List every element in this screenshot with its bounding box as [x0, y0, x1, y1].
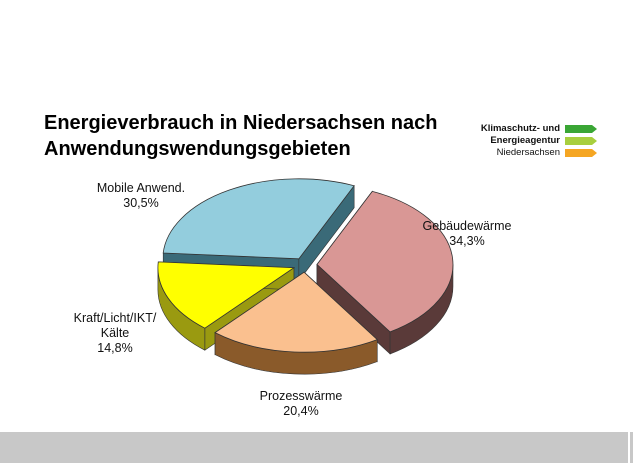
chart-title-line2: Anwendungswendungsgebieten: [44, 138, 351, 160]
logo-bar-orange: [565, 149, 597, 157]
chart-title-line1: Energieverbrauch in Niedersachsen nach: [44, 112, 438, 134]
slice-label-mobile-name: Mobile Anwend.: [96, 181, 186, 195]
slice-label-gebaeudewaerme-name: Gebäudewärme: [422, 219, 512, 233]
chart-title: Energieverbrauch in Niedersachsen nach A…: [44, 110, 438, 162]
logo-bar-lime: [565, 137, 597, 145]
footer-divider: [628, 432, 630, 463]
slice-label-kraft-licht-name1: Kraft/Licht/IKT/: [73, 311, 157, 325]
pie-slice-gebaeudewaerme: [316, 190, 454, 333]
pie-chart: Gebäudewärme 34,3% Prozesswärme 20,4% Kr…: [0, 165, 633, 435]
slice-label-kraft-licht: Kraft/Licht/IKT/ Kälte 14,8%: [55, 311, 175, 356]
slice-label-gebaeudewaerme: Gebäudewärme 34,3%: [412, 219, 522, 249]
logo-bar-green: [565, 125, 597, 133]
slice-label-kraft-licht-value: 14,8%: [97, 341, 133, 355]
pie-slice-prozesswaerme: [214, 271, 378, 353]
slice-label-gebaeudewaerme-value: 34,3%: [449, 234, 485, 248]
logo-line2: Energieagentur: [490, 135, 560, 146]
pie-slice-mobile: [162, 178, 355, 260]
logo-line3: Niedersachsen: [496, 147, 560, 158]
logo-line1: Klimaschutz- und: [480, 123, 560, 134]
pie-slice-kraft-licht: [157, 261, 296, 329]
footer-bar: [0, 432, 633, 463]
slice-label-prozesswaerme-name: Prozesswärme: [259, 389, 343, 403]
pie-chart-svg: [157, 178, 454, 375]
agency-logo: Klimaschutz- und Energieagentur Niedersa…: [470, 122, 610, 162]
slice-label-kraft-licht-name2: Kälte: [100, 326, 130, 340]
slice-label-mobile: Mobile Anwend. 30,5%: [86, 181, 196, 211]
slice-label-mobile-value: 30,5%: [123, 196, 159, 210]
slice-label-prozesswaerme: Prozesswärme 20,4%: [246, 389, 356, 419]
slice-label-prozesswaerme-value: 20,4%: [283, 404, 319, 418]
